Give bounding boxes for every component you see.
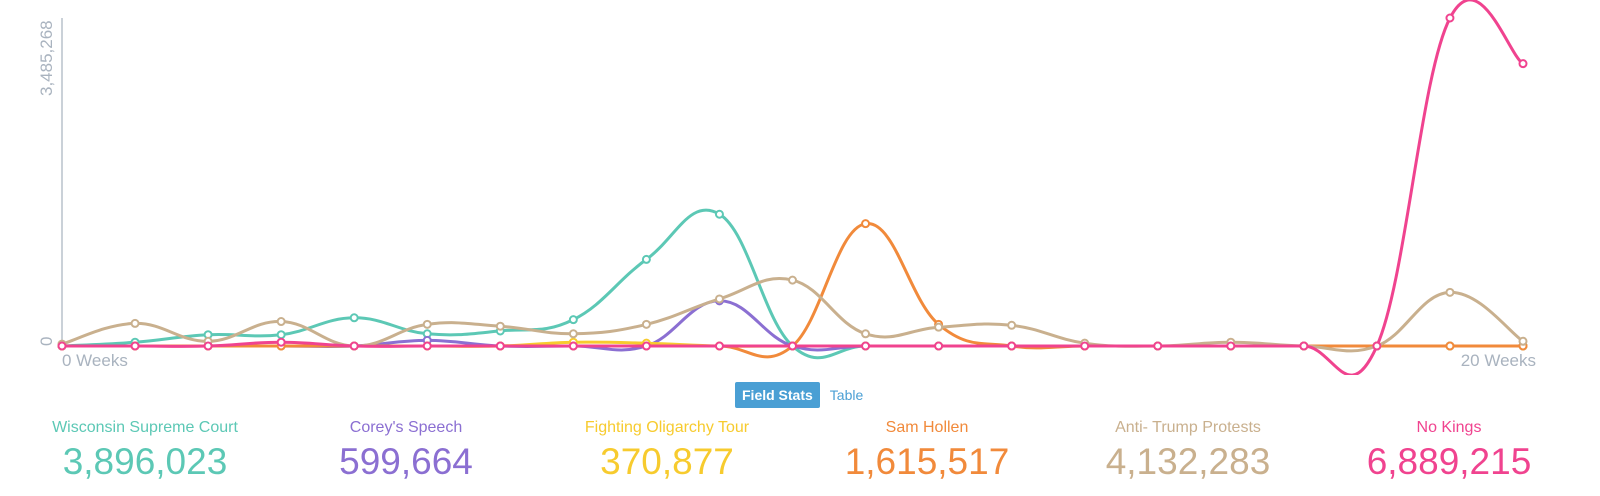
x-axis-end-label: 20 Weeks: [1461, 351, 1536, 370]
data-point-anti-trump-protests[interactable]: [568, 329, 578, 339]
series-no-kings: [57, 0, 1528, 375]
legend-name: Corey's Speech: [349, 419, 463, 436]
data-point-anti-trump-protests[interactable]: [1445, 287, 1455, 297]
data-point-no-kings[interactable]: [1518, 59, 1528, 69]
data-point-no-kings[interactable]: [1299, 341, 1309, 351]
series-line-no-kings: [62, 0, 1524, 375]
data-point-no-kings[interactable]: [57, 341, 67, 351]
data-point-anti-trump-protests[interactable]: [495, 321, 505, 331]
y-axis-zero-label: 0: [37, 337, 56, 346]
series-layer: [57, 0, 1528, 375]
data-point-anti-trump-protests[interactable]: [714, 294, 724, 304]
data-point-anti-trump-protests[interactable]: [934, 322, 944, 332]
data-point-anti-trump-protests[interactable]: [788, 275, 797, 285]
legend-value: 599,664: [339, 441, 473, 482]
legend-item-no-kings: No Kings 6,889,215: [1319, 418, 1579, 484]
data-point-no-kings[interactable]: [1372, 341, 1382, 351]
data-point-anti-trump-protests[interactable]: [1518, 336, 1528, 346]
legend-value: 3,896,023: [62, 441, 228, 482]
data-point-wisconsin-supreme-court[interactable]: [568, 315, 578, 325]
data-point-wisconsin-supreme-court[interactable]: [641, 254, 651, 264]
data-point-no-kings[interactable]: [276, 337, 286, 347]
data-point-anti-trump-protests[interactable]: [1007, 320, 1017, 330]
legend-name: Wisconsin Supreme Court: [52, 419, 238, 436]
data-point-wisconsin-supreme-court[interactable]: [714, 209, 724, 219]
data-point-sam-hollen[interactable]: [1445, 341, 1455, 351]
legend-item-sam-hollen: Sam Hollen 1,615,517: [797, 418, 1057, 484]
data-point-no-kings[interactable]: [568, 341, 578, 351]
legend-name: Fighting Oligarchy Tour: [584, 419, 750, 436]
legend-name: No Kings: [1416, 419, 1482, 436]
data-point-anti-trump-protests[interactable]: [641, 319, 651, 329]
data-point-no-kings[interactable]: [934, 341, 944, 351]
legend-value: 6,889,215: [1366, 441, 1532, 482]
legend-value: 1,615,517: [844, 441, 1010, 482]
data-point-anti-trump-protests[interactable]: [422, 319, 432, 329]
table-link[interactable]: Table: [829, 387, 864, 403]
legend-item-anti-trump-protests: Anti- Trump Protests 4,132,283: [1058, 418, 1318, 484]
view-toggle: Field Stats Table: [735, 382, 873, 408]
data-point-no-kings[interactable]: [1226, 341, 1236, 351]
x-axis-start-label: 0 Weeks: [62, 351, 128, 370]
data-point-no-kings[interactable]: [788, 341, 797, 351]
data-point-no-kings[interactable]: [641, 341, 651, 351]
field-stats-button[interactable]: Field Stats: [735, 382, 820, 408]
data-point-sam-hollen[interactable]: [861, 219, 871, 229]
data-point-no-kings[interactable]: [1007, 341, 1017, 351]
data-point-no-kings[interactable]: [861, 341, 871, 351]
data-point-no-kings[interactable]: [1153, 341, 1163, 351]
data-point-no-kings[interactable]: [349, 341, 359, 351]
legend-item-wisconsin-supreme-court: Wisconsin Supreme Court 3,896,023: [15, 418, 275, 484]
data-point-anti-trump-protests[interactable]: [130, 318, 140, 328]
legend-value: 4,132,283: [1105, 441, 1271, 482]
legend-value: 370,877: [600, 441, 734, 482]
data-point-wisconsin-supreme-court[interactable]: [276, 330, 286, 340]
legend-name: Anti- Trump Protests: [1115, 419, 1261, 436]
data-point-no-kings[interactable]: [130, 341, 140, 351]
data-point-anti-trump-protests[interactable]: [861, 329, 871, 339]
line-chart: 3,485,268 0 0 Weeks 20 Weeks: [37, 0, 1536, 375]
data-point-anti-trump-protests[interactable]: [276, 317, 286, 327]
data-point-no-kings[interactable]: [203, 341, 213, 351]
data-point-no-kings[interactable]: [1445, 13, 1455, 23]
data-point-no-kings[interactable]: [422, 341, 432, 351]
data-point-no-kings[interactable]: [495, 341, 505, 351]
series-totals: Wisconsin Supreme Court 3,896,023 Corey'…: [0, 418, 1600, 488]
y-axis-max-label: 3,485,268: [37, 20, 56, 96]
legend-item-coreys-speech: Corey's Speech 599,664: [276, 418, 536, 484]
legend-item-fighting-oligarchy-tour: Fighting Oligarchy Tour 370,877: [537, 418, 797, 484]
data-point-wisconsin-supreme-court[interactable]: [349, 313, 359, 323]
data-point-no-kings[interactable]: [714, 341, 724, 351]
data-point-no-kings[interactable]: [1080, 341, 1090, 351]
legend-name: Sam Hollen: [885, 419, 969, 436]
